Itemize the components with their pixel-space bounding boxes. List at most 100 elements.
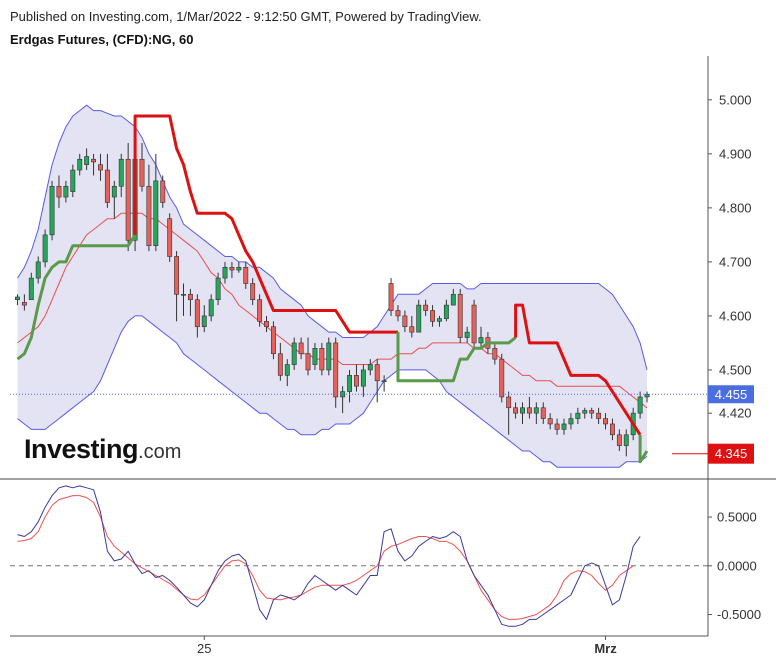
candle <box>104 153 110 208</box>
candle-body <box>49 185 55 236</box>
osc-y-tick-label: -0.5000 <box>717 607 761 622</box>
candle <box>264 315 269 333</box>
candle <box>28 272 34 301</box>
candle-body <box>63 185 69 198</box>
candle <box>430 305 436 327</box>
candle <box>547 413 553 430</box>
candle <box>63 180 69 203</box>
candle-body <box>326 342 332 371</box>
current-price-badge: 4.455 <box>708 385 754 404</box>
supertrend-down-segment <box>133 114 398 334</box>
candle-body <box>201 315 207 328</box>
candle <box>70 164 76 198</box>
y-tick-label: 4.900 <box>719 146 752 161</box>
candle-body <box>506 396 512 409</box>
candle-body <box>540 407 546 419</box>
candle <box>589 407 595 419</box>
candle-body <box>492 348 498 360</box>
candle-body <box>409 326 415 333</box>
candle-body <box>56 185 62 198</box>
supertrend-up-segment <box>638 434 649 464</box>
candle-body <box>84 156 90 165</box>
candle <box>637 391 643 419</box>
candle-body <box>430 310 436 322</box>
candle <box>437 315 442 327</box>
candle-body <box>395 310 401 317</box>
candle-body <box>533 407 539 414</box>
candle-body <box>236 266 242 271</box>
candle <box>568 413 574 430</box>
candle-body <box>347 375 352 392</box>
candle <box>416 299 422 333</box>
candle <box>277 342 283 381</box>
candle <box>395 305 401 322</box>
candle-body <box>416 304 422 333</box>
candle-body <box>561 423 567 430</box>
candle-body <box>194 299 200 328</box>
bollinger-upper-line <box>17 104 648 371</box>
candle-body <box>298 342 304 355</box>
candle <box>146 164 152 252</box>
candle <box>35 256 41 284</box>
candle-body <box>423 304 429 311</box>
candle <box>187 288 193 316</box>
candle <box>506 391 512 435</box>
candle <box>201 305 207 333</box>
candle-body <box>229 266 235 271</box>
candle <box>56 175 62 208</box>
candle <box>409 315 415 338</box>
candle-body <box>42 234 48 263</box>
candle-body <box>589 410 595 414</box>
candle <box>450 288 456 306</box>
logo-bold: Investing <box>24 434 139 464</box>
candle <box>347 369 352 403</box>
candle <box>305 337 311 376</box>
candle <box>582 407 588 419</box>
candle <box>554 418 560 435</box>
candle <box>333 337 339 408</box>
candle <box>257 294 263 327</box>
candle-body <box>104 169 110 203</box>
candle <box>291 337 297 370</box>
candle-body <box>513 407 519 414</box>
candle-body <box>644 393 650 398</box>
candle <box>222 261 228 284</box>
candle <box>42 229 48 268</box>
y-tick-label: 4.420 <box>719 406 752 421</box>
candle-body <box>139 158 145 187</box>
candle-body <box>340 391 346 398</box>
candle <box>374 359 380 403</box>
candle-body <box>437 318 442 322</box>
candle-body <box>118 158 124 187</box>
oscillator-signal-line <box>17 495 634 620</box>
candle-body <box>222 266 228 279</box>
candle <box>492 342 498 365</box>
candle <box>388 278 394 316</box>
candle-body <box>319 348 325 371</box>
candle <box>561 418 567 435</box>
supertrend-up-segment <box>396 332 517 383</box>
candle <box>478 326 484 349</box>
y-tick-label: 4.800 <box>719 200 752 215</box>
candle <box>84 148 90 171</box>
candle-body <box>616 434 622 446</box>
candle-body <box>526 407 532 414</box>
candle <box>367 359 373 376</box>
candle-body <box>312 348 318 365</box>
candle-body <box>457 294 463 338</box>
x-tick-label: Mrz <box>594 641 617 656</box>
candle <box>139 143 145 192</box>
indicator-badge: 4.345 <box>708 443 754 464</box>
candle <box>402 310 408 333</box>
candle <box>298 337 304 360</box>
candle <box>111 180 117 219</box>
candle-body <box>450 294 456 306</box>
candle <box>77 153 83 176</box>
y-tick-label: 5.000 <box>719 92 752 107</box>
candle-body <box>464 331 470 338</box>
candle-body <box>28 277 34 301</box>
candle <box>215 272 221 306</box>
candle-body <box>499 358 505 398</box>
candle <box>118 153 124 198</box>
